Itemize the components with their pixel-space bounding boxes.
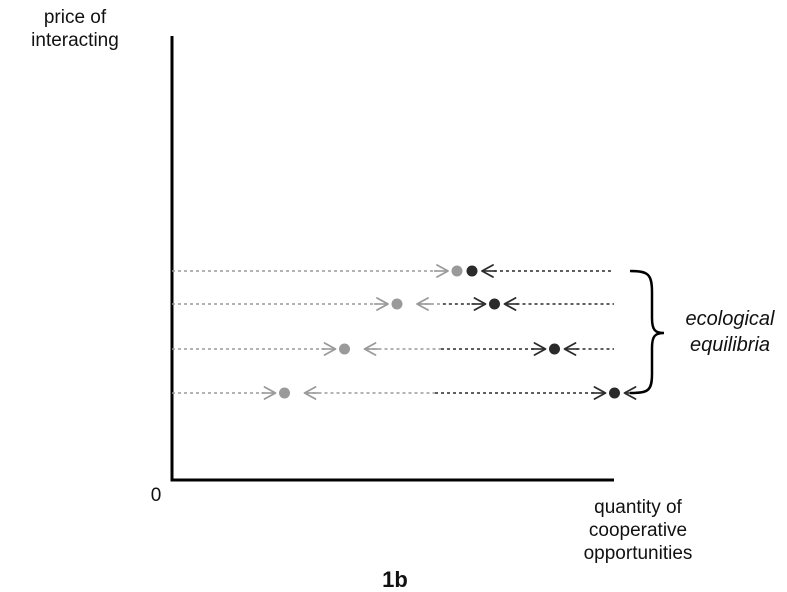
y-axis-label-line1: price of [43,7,107,28]
row-3-grey-left-arrow [363,342,377,356]
row-4-grey-left-arrow [303,386,317,400]
row-1-grey-point [451,265,463,277]
row-2-dark-right-arrow [473,297,487,311]
row-2-grey-left-arrow [416,297,429,311]
row-4-grey-point [279,387,290,399]
row-3-grey-point [339,343,350,355]
axes [170,36,614,482]
x-axis-label: quantity of cooperative opportunities [548,496,728,565]
y-axis-label-line2: interacting [31,30,119,51]
origin-label: 0 [150,485,162,506]
row-4-grey-right-arrow [263,386,277,400]
row-2-dark-left-arrow [503,297,517,311]
brace-label-line1: ecological [685,308,775,330]
row-3-dark-point [549,343,560,355]
equilibrium-rows [172,264,639,400]
row-3-grey-right-arrow [323,342,337,356]
brace-label: ecological equilibria [660,306,787,358]
brace-label-line2: equilibria [689,334,771,356]
row-1-dark-left-arrow [481,264,494,278]
row-2-grey-right-arrow [376,297,389,311]
row-2-grey-point [391,298,403,310]
row-4-dark-left-arrow [623,386,637,400]
figure-label: 1b [382,567,408,592]
row-4-dark-point [609,387,620,399]
y-axis-label: price of interacting [0,6,150,52]
x-axis-label-line1: quantity of [594,497,682,518]
x-axis-label-line2: cooperative [588,520,688,541]
row-3-dark-right-arrow [533,342,547,356]
curly-brace [629,269,665,395]
row-4-dark-right-arrow [593,386,607,400]
row-1-dark-point [466,265,478,277]
x-axis-label-line3: opportunities [583,543,693,564]
row-2-dark-point [489,298,500,310]
row-1-grey-right-arrow [436,264,449,278]
row-3-dark-left-arrow [563,342,577,356]
